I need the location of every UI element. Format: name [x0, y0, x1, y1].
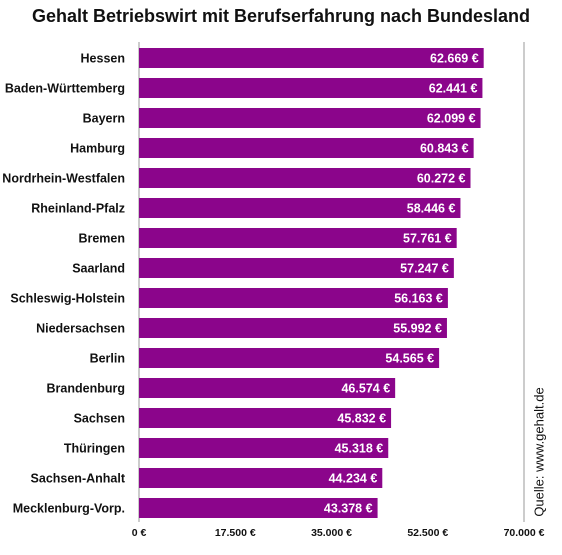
value-label: 60.843 € [420, 142, 469, 156]
category-label: Rheinland-Pfalz [31, 202, 125, 216]
category-label: Sachsen-Anhalt [31, 472, 126, 486]
bar [139, 258, 454, 278]
category-label: Hamburg [70, 142, 125, 156]
value-label: 45.318 € [335, 442, 384, 456]
x-tick-label: 35.000 € [311, 527, 352, 539]
value-label: 45.832 € [337, 412, 386, 426]
value-label: 62.441 € [429, 82, 478, 96]
bar [139, 198, 461, 218]
bar [139, 498, 378, 518]
category-label: Sachsen [74, 412, 125, 426]
category-label: Bremen [78, 232, 125, 246]
value-label: 43.378 € [324, 502, 373, 516]
value-label: 46.574 € [341, 382, 390, 396]
category-label: Mecklenburg-Vorp. [13, 502, 125, 516]
category-label: Bayern [83, 112, 125, 126]
value-label: 44.234 € [329, 472, 378, 486]
value-label: 57.247 € [400, 262, 449, 276]
x-tick-label: 0 € [132, 527, 147, 539]
bar [139, 468, 383, 488]
value-label: 55.992 € [393, 322, 442, 336]
value-label: 60.272 € [417, 172, 466, 186]
bar [139, 168, 471, 188]
bar [139, 78, 483, 98]
x-tick-label: 17.500 € [215, 527, 256, 539]
category-label: Thüringen [64, 442, 125, 456]
category-label: Hessen [81, 52, 125, 66]
category-label: Niedersachsen [36, 322, 125, 336]
x-tick-label: 52.500 € [407, 527, 448, 539]
x-tick-label: 70.000 € [504, 527, 545, 539]
bar [139, 48, 484, 68]
category-label: Berlin [90, 352, 125, 366]
chart-title: Gehalt Betriebswirt mit Berufserfahrung … [31, 6, 531, 26]
bar [139, 108, 481, 128]
value-label: 57.761 € [403, 232, 452, 246]
bar [139, 438, 389, 458]
value-label: 62.099 € [427, 112, 476, 126]
category-label: Saarland [72, 262, 125, 276]
bar [139, 378, 396, 398]
value-label: 58.446 € [407, 202, 456, 216]
category-label: Brandenburg [47, 382, 125, 396]
value-label: 62.669 € [430, 52, 479, 66]
category-label: Nordrhein-Westfalen [2, 172, 125, 186]
bar [139, 348, 440, 368]
source-label: Quelle: www.gehalt.de [531, 387, 547, 517]
value-label: 56.163 € [394, 292, 443, 306]
bar [139, 408, 392, 428]
value-label: 54.565 € [385, 352, 434, 366]
bar [139, 138, 474, 158]
bar [139, 228, 457, 248]
category-label: Baden-Württemberg [5, 82, 125, 96]
category-label: Schleswig-Holstein [10, 292, 125, 306]
bar [139, 288, 448, 308]
bar [139, 318, 447, 338]
